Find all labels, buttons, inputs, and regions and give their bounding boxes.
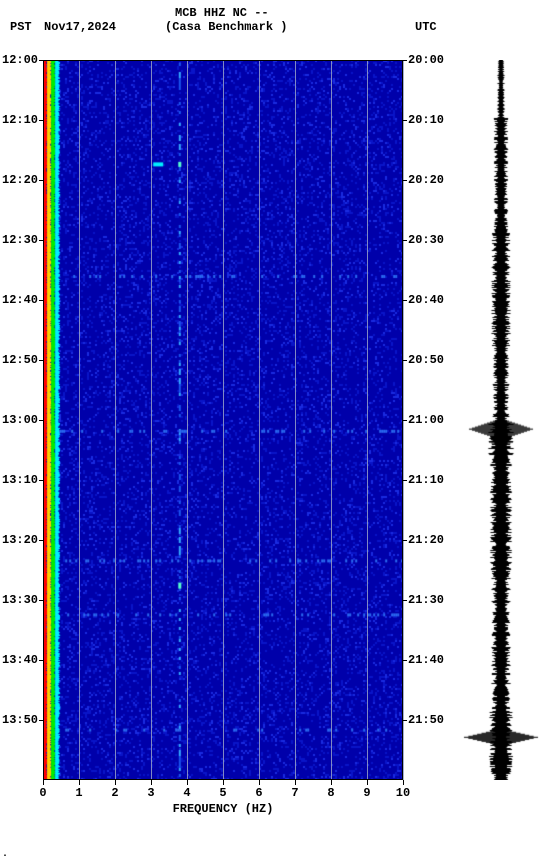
y-right-label: 20:20: [408, 173, 448, 187]
y-left-label: 12:10: [2, 113, 42, 127]
y-left-label: 13:50: [2, 713, 42, 727]
y-right-label: 20:50: [408, 353, 448, 367]
gridline: [115, 60, 116, 780]
y-left-label: 12:00: [2, 53, 42, 67]
station-code: MCB HHZ NC --: [175, 6, 269, 20]
y-right-label: 20:40: [408, 293, 448, 307]
y-right-label: 21:30: [408, 593, 448, 607]
gridline: [331, 60, 332, 780]
y-left-label: 12:30: [2, 233, 42, 247]
gridline: [295, 60, 296, 780]
x-axis-title: FREQUENCY (HZ): [43, 802, 403, 816]
y-right-label: 21:40: [408, 653, 448, 667]
gridline: [367, 60, 368, 780]
x-tick-label: 3: [147, 786, 154, 800]
gridline: [79, 60, 80, 780]
y-right-label: 21:00: [408, 413, 448, 427]
tz-left-label: PST: [10, 20, 32, 34]
x-tick-label: 5: [219, 786, 226, 800]
x-tick-label: 0: [39, 786, 46, 800]
y-left-label: 12:20: [2, 173, 42, 187]
x-axis: 012345678910 FREQUENCY (HZ): [43, 780, 403, 840]
date-label: Nov17,2024: [44, 20, 116, 34]
x-tick-label: 10: [396, 786, 410, 800]
y-left-label: 12:40: [2, 293, 42, 307]
y-left-label: 13:30: [2, 593, 42, 607]
x-tick-label: 1: [75, 786, 82, 800]
x-tick-label: 9: [363, 786, 370, 800]
x-tick-label: 6: [255, 786, 262, 800]
seismogram-canvas: [455, 60, 547, 780]
y-left-label: 12:50: [2, 353, 42, 367]
site-name: (Casa Benchmark ): [165, 20, 287, 34]
y-right-label: 20:00: [408, 53, 448, 67]
gridline: [223, 60, 224, 780]
x-tick-label: 2: [111, 786, 118, 800]
y-left-label: 13:40: [2, 653, 42, 667]
y-left-label: 13:00: [2, 413, 42, 427]
seismogram-trace: [455, 60, 547, 780]
gridline: [259, 60, 260, 780]
spectrogram-plot: [43, 60, 403, 780]
y-left-label: 13:20: [2, 533, 42, 547]
y-right-label: 21:20: [408, 533, 448, 547]
x-tick-label: 8: [327, 786, 334, 800]
y-right-label: 20:10: [408, 113, 448, 127]
x-tick-label: 7: [291, 786, 298, 800]
y-right-label: 20:30: [408, 233, 448, 247]
corner-mark: ·: [2, 851, 8, 862]
gridline: [187, 60, 188, 780]
x-tick-label: 4: [183, 786, 190, 800]
y-left-label: 13:10: [2, 473, 42, 487]
y-right-label: 21:50: [408, 713, 448, 727]
gridline: [151, 60, 152, 780]
y-right-label: 21:10: [408, 473, 448, 487]
tz-right-label: UTC: [415, 20, 437, 34]
